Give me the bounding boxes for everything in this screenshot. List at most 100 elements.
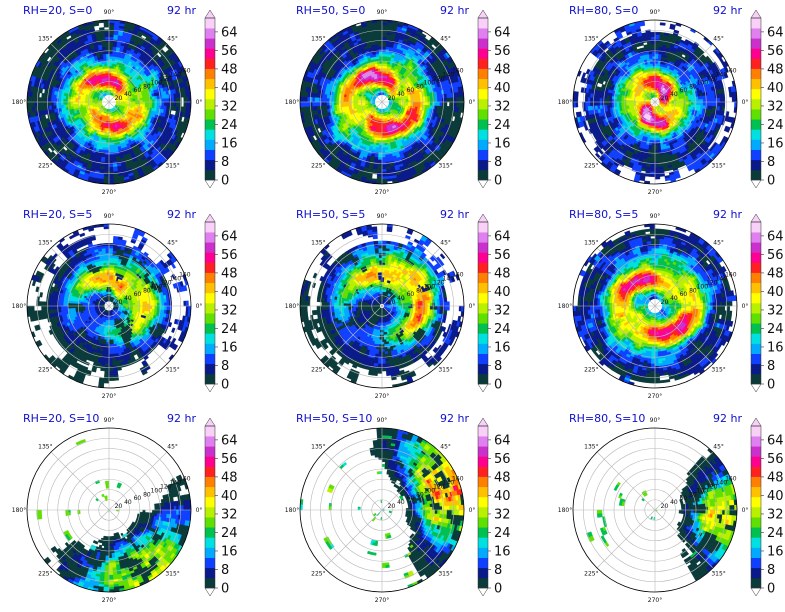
field-cell <box>378 149 383 153</box>
field-cell <box>379 63 383 67</box>
field-cell <box>378 55 383 59</box>
field-cell <box>347 101 351 105</box>
field-cell <box>108 169 114 173</box>
field-cell <box>67 101 71 105</box>
field-cell <box>108 178 115 182</box>
field-cell <box>415 101 419 105</box>
field-cell <box>154 98 158 103</box>
field-cell <box>333 101 337 106</box>
field-cell <box>108 140 112 144</box>
field-cell <box>166 101 170 107</box>
field-cell <box>108 176 115 180</box>
field-cell <box>415 103 419 107</box>
colorbar-segment <box>205 159 215 171</box>
field-cell <box>98 27 105 31</box>
field-cell <box>185 96 189 103</box>
field-cell <box>420 101 424 105</box>
field-cell <box>355 98 359 101</box>
field-cell <box>108 147 113 151</box>
field-cell <box>110 65 114 69</box>
field-cell <box>326 98 330 103</box>
colorbar-segment <box>205 99 215 110</box>
field-cell <box>176 97 180 103</box>
colorbar-segment <box>205 109 215 120</box>
radial-tick-label: 40 <box>124 91 132 98</box>
colorbar-tick-label: 56 <box>221 44 238 59</box>
field-cell <box>103 24 110 28</box>
field-cell <box>427 98 431 103</box>
field-cell <box>345 97 349 101</box>
field-cell <box>427 101 431 106</box>
field-cell <box>108 22 115 26</box>
field-cell <box>161 98 165 103</box>
field-cell <box>381 140 385 144</box>
field-cell <box>108 159 114 163</box>
field-cell <box>105 154 110 158</box>
field-cell <box>105 55 110 59</box>
field-cell <box>103 178 110 182</box>
field-cell <box>164 101 168 107</box>
field-cell <box>343 101 347 105</box>
field-cell <box>108 173 115 178</box>
field-cell <box>106 60 110 64</box>
field-cell <box>106 137 110 141</box>
field-cell <box>105 147 110 151</box>
field-cell <box>108 34 114 38</box>
field-cell <box>379 60 383 64</box>
field-cell <box>171 101 175 107</box>
field-cell <box>378 125 381 129</box>
colorbar-segment <box>205 119 215 130</box>
angle-tick-label: 270° <box>102 189 116 196</box>
field-cell <box>31 96 35 103</box>
field-cell <box>108 36 114 40</box>
field-cell <box>381 60 385 64</box>
field-cell <box>405 103 409 106</box>
field-cell <box>140 101 144 105</box>
colorbar-segment <box>205 38 215 49</box>
field-cell <box>379 137 383 141</box>
field-cell <box>142 101 146 105</box>
field-cell <box>147 99 151 103</box>
field-cell <box>43 101 47 107</box>
field-cell <box>67 99 71 103</box>
field-cell <box>103 176 110 180</box>
field-cell <box>108 46 113 50</box>
field-cell <box>384 63 388 67</box>
radial-tick-label: 60 <box>134 87 142 94</box>
polar-panel: 0°45°90°135°180°225°270°315°204060801001… <box>285 4 511 196</box>
field-cell <box>108 157 114 161</box>
field-cell <box>156 98 160 103</box>
field-cell <box>326 101 330 106</box>
field-cell <box>142 103 146 107</box>
field-cell <box>381 55 386 59</box>
field-cell <box>106 133 110 137</box>
colorbar-segment <box>205 68 215 80</box>
colorbar-tick-label: 24 <box>221 118 238 133</box>
angle-tick-label: 0° <box>196 99 203 106</box>
field-cell <box>72 97 76 101</box>
field-cell <box>104 157 110 161</box>
field-cell <box>379 140 383 144</box>
field-cell <box>154 101 158 106</box>
field-cell <box>429 101 433 106</box>
colorbar-tick-label: 40 <box>221 81 238 96</box>
field-cell <box>104 34 110 38</box>
field-cell <box>62 98 66 103</box>
field-cell <box>62 101 66 106</box>
field-cell <box>379 133 383 137</box>
field-cell <box>108 43 114 47</box>
field-cell <box>417 101 421 105</box>
field-cell <box>335 98 339 103</box>
field-cell <box>377 135 381 139</box>
field-cell <box>335 101 339 106</box>
field-cell <box>377 132 381 136</box>
field-cell <box>38 101 42 107</box>
field-cell <box>108 154 113 158</box>
field-cell <box>383 65 387 69</box>
field-cell <box>104 166 110 170</box>
field-cell <box>152 101 156 106</box>
field-cell <box>48 97 52 103</box>
field-cell <box>60 98 64 103</box>
